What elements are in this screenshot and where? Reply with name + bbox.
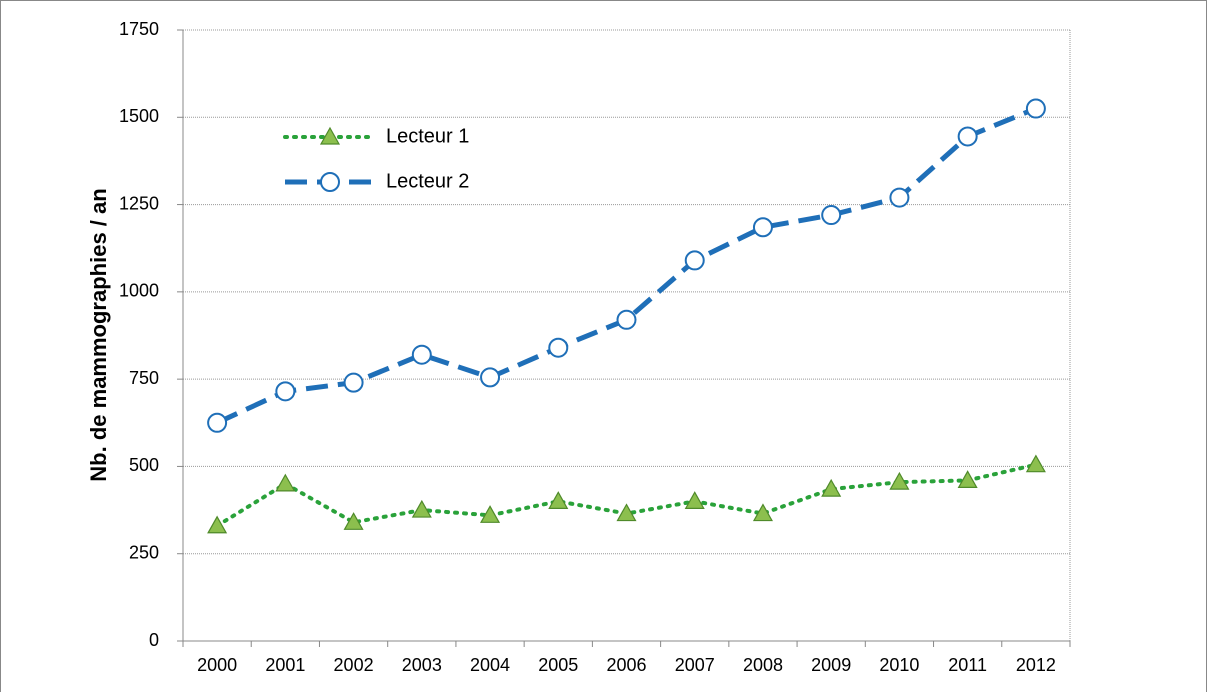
marker — [616, 503, 637, 522]
marker — [548, 337, 569, 358]
marker — [411, 499, 432, 518]
marker — [275, 473, 296, 492]
y-axis-title: Nb. de mammographies / an — [86, 188, 111, 481]
y-tick-label: 0 — [149, 630, 159, 650]
marker — [752, 503, 773, 522]
y-tick-label: 750 — [129, 368, 159, 388]
x-tick-label: 2012 — [1016, 655, 1056, 675]
marker — [889, 471, 910, 490]
x-tick-label: 2005 — [538, 655, 578, 675]
legend-marker — [320, 172, 340, 192]
marker — [752, 217, 773, 238]
y-tick-label: 1500 — [119, 106, 159, 126]
marker — [207, 412, 228, 433]
x-tick-label: 2009 — [811, 655, 851, 675]
y-tick-label: 1750 — [119, 19, 159, 39]
x-tick-label: 2007 — [675, 655, 715, 675]
x-tick-label: 2003 — [402, 655, 442, 675]
legend-label: Lecteur 2 — [386, 170, 469, 192]
marker — [684, 250, 705, 271]
legend-marker — [319, 126, 341, 145]
marker — [275, 381, 296, 402]
x-tick-label: 2002 — [334, 655, 374, 675]
marker — [343, 512, 364, 530]
marker — [616, 309, 637, 330]
marker — [343, 372, 364, 393]
y-tick-label: 1250 — [119, 193, 159, 213]
marker — [684, 491, 705, 509]
x-tick-label: 2001 — [265, 655, 305, 675]
x-tick-label: 2010 — [879, 655, 919, 675]
marker — [1025, 454, 1046, 473]
marker — [411, 344, 432, 365]
x-tick-label: 2004 — [470, 655, 510, 675]
marker — [957, 470, 978, 488]
marker — [480, 367, 501, 388]
y-tick-label: 1000 — [119, 281, 159, 301]
y-tick-label: 500 — [129, 455, 159, 475]
x-tick-label: 2000 — [197, 655, 237, 675]
marker — [548, 491, 569, 509]
marker — [821, 478, 842, 497]
marker — [480, 505, 501, 523]
x-tick-label: 2011 — [948, 655, 987, 675]
marker — [207, 515, 228, 534]
marker — [889, 187, 910, 208]
marker — [1025, 98, 1046, 119]
marker — [957, 126, 978, 147]
x-tick-label: 2008 — [743, 655, 783, 675]
legend-label: Lecteur 1 — [386, 125, 469, 147]
x-tick-label: 2006 — [606, 655, 646, 675]
y-tick-label: 250 — [129, 542, 159, 562]
marker — [821, 205, 842, 226]
